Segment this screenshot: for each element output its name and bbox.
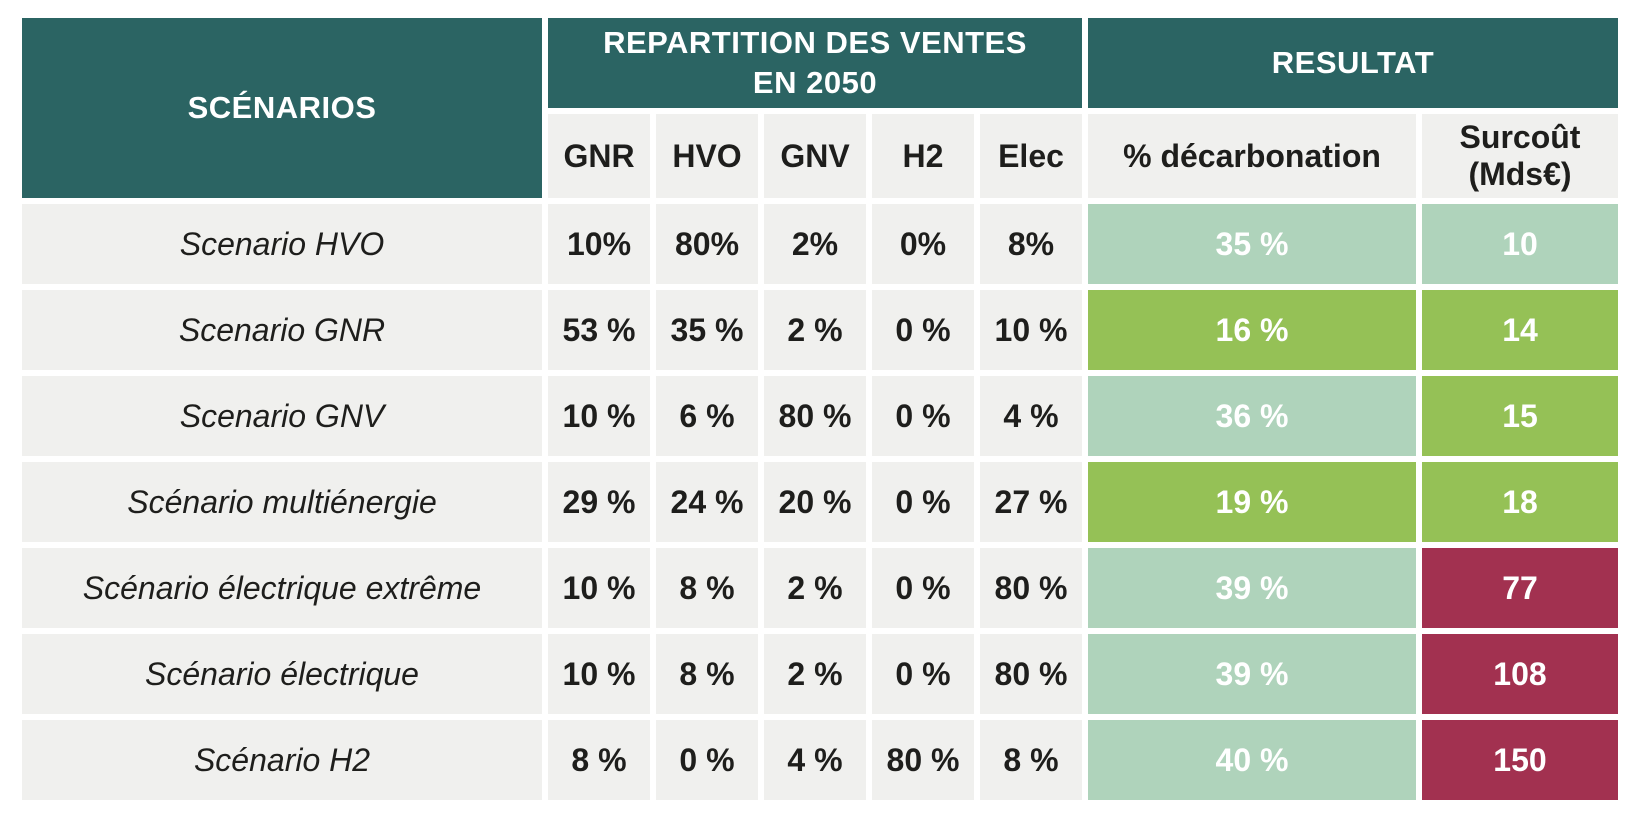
decarbonation-cell: 39 % [1088, 634, 1416, 714]
column-header-elec: Elec [980, 114, 1082, 198]
value-cell-elec: 80 % [980, 548, 1082, 628]
column-header-surcout: Surcoût (Mds€) [1422, 114, 1618, 198]
value-cell-gnv: 2 % [764, 548, 866, 628]
value-cell-hvo: 24 % [656, 462, 758, 542]
value-cell-h2: 0 % [872, 290, 974, 370]
value-cell-gnv: 80 % [764, 376, 866, 456]
value-cell-gnv: 2% [764, 204, 866, 284]
surcout-cell: 15 [1422, 376, 1618, 456]
column-header-gnr: GNR [548, 114, 650, 198]
table-row: Scénario électrique 10 % 8 % 2 % 0 % 80 … [22, 634, 1618, 714]
value-cell-h2: 0 % [872, 548, 974, 628]
value-cell-gnr: 29 % [548, 462, 650, 542]
column-header-h2: H2 [872, 114, 974, 198]
surcout-cell: 150 [1422, 720, 1618, 800]
surcout-cell: 77 [1422, 548, 1618, 628]
table-row: Scenario GNR 53 % 35 % 2 % 0 % 10 % 16 %… [22, 290, 1618, 370]
scenario-name-cell: Scénario multiénergie [22, 462, 542, 542]
surcout-cell: 18 [1422, 462, 1618, 542]
header-group-row: SCÉNARIOS REPARTITION DES VENTES EN 2050… [22, 18, 1618, 198]
surcout-cell: 108 [1422, 634, 1618, 714]
surcout-cell: 14 [1422, 290, 1618, 370]
value-cell-h2: 0 % [872, 634, 974, 714]
decarbonation-cell: 35 % [1088, 204, 1416, 284]
table-row: Scenario GNV 10 % 6 % 80 % 0 % 4 % 36 % … [22, 376, 1618, 456]
value-cell-hvo: 35 % [656, 290, 758, 370]
value-cell-h2: 0% [872, 204, 974, 284]
value-cell-hvo: 80% [656, 204, 758, 284]
value-cell-elec: 8% [980, 204, 1082, 284]
value-cell-hvo: 8 % [656, 634, 758, 714]
value-cell-h2: 0 % [872, 376, 974, 456]
decarbonation-cell: 19 % [1088, 462, 1416, 542]
table-row: Scénario H2 8 % 0 % 4 % 80 % 8 % 40 % 15… [22, 720, 1618, 800]
value-cell-gnr: 8 % [548, 720, 650, 800]
value-cell-gnr: 10 % [548, 548, 650, 628]
decarbonation-cell: 36 % [1088, 376, 1416, 456]
decarbonation-cell: 40 % [1088, 720, 1416, 800]
column-header-hvo: HVO [656, 114, 758, 198]
value-cell-hvo: 6 % [656, 376, 758, 456]
value-cell-hvo: 8 % [656, 548, 758, 628]
value-cell-h2: 0 % [872, 462, 974, 542]
table-row: Scénario électrique extrême 10 % 8 % 2 %… [22, 548, 1618, 628]
decarbonation-cell: 39 % [1088, 548, 1416, 628]
column-header-gnv: GNV [764, 114, 866, 198]
header-resultat: RESULTAT [1088, 18, 1618, 108]
value-cell-elec: 8 % [980, 720, 1082, 800]
value-cell-elec: 80 % [980, 634, 1082, 714]
value-cell-gnv: 2 % [764, 290, 866, 370]
value-cell-hvo: 0 % [656, 720, 758, 800]
scenario-name-cell: Scenario HVO [22, 204, 542, 284]
decarbonation-cell: 16 % [1088, 290, 1416, 370]
header-scenarios: SCÉNARIOS [22, 18, 542, 198]
value-cell-gnv: 20 % [764, 462, 866, 542]
value-cell-gnv: 2 % [764, 634, 866, 714]
surcout-cell: 10 [1422, 204, 1618, 284]
column-header-decarbonation: % décarbonation [1088, 114, 1416, 198]
scenarios-table: SCÉNARIOS REPARTITION DES VENTES EN 2050… [16, 12, 1624, 806]
table-row: Scenario HVO 10% 80% 2% 0% 8% 35 % 10 [22, 204, 1618, 284]
scenario-name-cell: Scénario électrique [22, 634, 542, 714]
header-repartition-label: REPARTITION DES VENTES EN 2050 [603, 24, 1027, 100]
table-row: Scénario multiénergie 29 % 24 % 20 % 0 %… [22, 462, 1618, 542]
value-cell-gnr: 10 % [548, 634, 650, 714]
header-repartition: REPARTITION DES VENTES EN 2050 [548, 18, 1082, 108]
scenario-name-cell: Scenario GNR [22, 290, 542, 370]
value-cell-h2: 80 % [872, 720, 974, 800]
value-cell-gnr: 53 % [548, 290, 650, 370]
scenario-name-cell: Scénario H2 [22, 720, 542, 800]
value-cell-elec: 4 % [980, 376, 1082, 456]
value-cell-gnv: 4 % [764, 720, 866, 800]
value-cell-elec: 10 % [980, 290, 1082, 370]
value-cell-gnr: 10% [548, 204, 650, 284]
value-cell-gnr: 10 % [548, 376, 650, 456]
scenario-name-cell: Scénario électrique extrême [22, 548, 542, 628]
value-cell-elec: 27 % [980, 462, 1082, 542]
scenario-name-cell: Scenario GNV [22, 376, 542, 456]
subheader-row: GNR HVO GNV H2 Elec % décarbonation Surc… [22, 114, 1618, 198]
